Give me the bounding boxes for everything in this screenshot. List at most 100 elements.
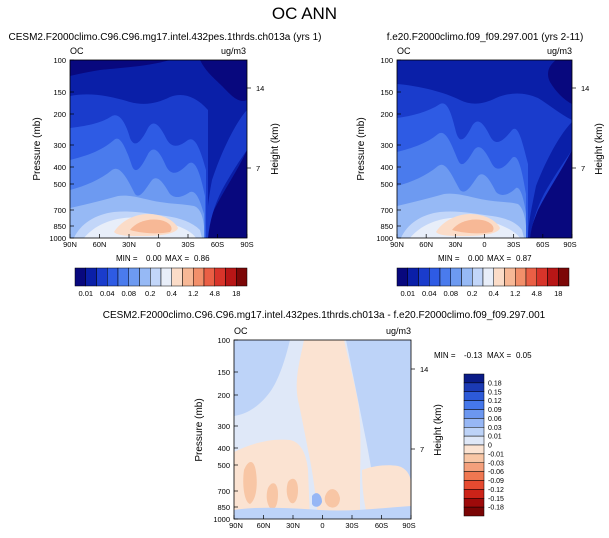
panel-3-fill-4: [296, 340, 361, 519]
colorbar-box: [117, 267, 129, 287]
panel-2-fill-13: [528, 122, 572, 238]
colorbar-box: [558, 267, 570, 287]
colorbar-box: [74, 267, 86, 287]
colorbar-box: [463, 400, 485, 410]
panel-1-stats: MIN = 0.00 MAX = 0.86: [116, 254, 210, 263]
colorbar-box: [463, 498, 485, 508]
panel-1-ytick-label: 100: [53, 56, 66, 65]
colorbar-box: [463, 435, 485, 446]
panel-1-ytick-label: 700: [53, 206, 66, 215]
panel-1-ytick-label: 850: [53, 222, 66, 231]
panel-3-colorbar-label: -0.03: [488, 460, 504, 467]
panel-2-xtick-label: 60N: [419, 240, 433, 249]
panel-3-ytick-label: 400: [217, 444, 230, 453]
panel-1-colorbar-label: 4.8: [210, 289, 220, 298]
panel-3-xtick-label: 60N: [257, 521, 271, 530]
colorbar-box: [463, 489, 485, 499]
colorbar-box: [463, 418, 485, 428]
panel-1-ytick-label: 300: [53, 141, 66, 150]
panel-3-ytick-label: 700: [217, 487, 230, 496]
panel-3-fill-8: [266, 483, 278, 510]
panel-3-ytick-label: 200: [217, 391, 230, 400]
panel-3-fill-2: [234, 340, 290, 416]
panel-1-min-label: MIN =: [116, 254, 138, 263]
panel-3-fill-6: [362, 465, 411, 519]
panel-1: CESM2.F2000climo.C96.C96.mg17.intel.432p…: [9, 32, 322, 298]
figure-title: OC ANN: [272, 4, 337, 23]
panel-3-xtick-label: 30N: [286, 521, 300, 530]
panel-1-colorbar-label: 1.2: [188, 289, 198, 298]
colorbar-box: [461, 267, 473, 287]
panel-1-colorbar-labels: 0.01 0.04 0.08 0.2 0.4 1.2 4.8 18: [78, 289, 240, 298]
colorbar-box: [463, 462, 485, 472]
panel-3-xtick-label: 60S: [375, 521, 388, 530]
panel-1-fill-11: [200, 60, 247, 101]
colorbar-box: [515, 267, 527, 287]
panel-3-colorbar-boxes: [463, 373, 485, 517]
colorbar-box: [171, 267, 183, 287]
colorbar-box: [96, 267, 108, 287]
panel-2-colorbar-label: 1.2: [510, 289, 520, 298]
panel-1-title: CESM2.F2000climo.C96.C96.mg17.intel.432p…: [9, 32, 322, 43]
panel-3-xtick-labels: 90N 60N 30N 0 30S 60S 90S: [229, 521, 416, 530]
panel-2-y2tick-label: 7: [581, 164, 585, 173]
colorbar-box: [463, 453, 485, 463]
panel-3-colorbar-label: 0: [488, 443, 492, 450]
panel-1-xtick-label: 0: [156, 240, 160, 249]
panel-2-colorbar-boxes: [396, 267, 570, 287]
colorbar-box: [418, 267, 430, 287]
panel-1-plot: [69, 59, 248, 239]
panel-2: f.e20.F2000climo.f09_f09.297.001 (yrs 2-…: [356, 32, 605, 298]
panel-1-y2tick-label: 7: [256, 164, 260, 173]
panel-2-fill-12: [530, 150, 572, 238]
panel-3-colorbar-label: 0.01: [488, 434, 502, 441]
panel-2-axis-ticks: [396, 59, 576, 239]
panel-1-colorbar: 0.01 0.04 0.08 0.2 0.4 1.2 4.8 18: [74, 267, 248, 298]
panel-3-colorbar-label: 0.15: [488, 389, 502, 396]
panel-2-xtick-label: 90N: [390, 240, 404, 249]
panel-3-plot: [233, 339, 412, 520]
panel-3-colorbar-label: 0.12: [488, 398, 502, 405]
colorbar-box: [225, 267, 237, 287]
panel-3-xtick-label: 0: [320, 521, 324, 530]
colorbar-box: [463, 409, 485, 419]
panel-3-ytick-label: 1000: [213, 515, 230, 524]
panel-1-y2tick-label: 14: [256, 84, 264, 93]
panel-3-fill-11: [312, 493, 322, 507]
panel-1-y2tick-labels: 14 7: [256, 84, 264, 173]
colorbar-box: [472, 267, 484, 287]
panel-2-xtick-label: 90S: [563, 240, 576, 249]
colorbar-box: [450, 267, 462, 287]
panel-3-axis-ticks: [233, 339, 415, 520]
panel-1-xtick-label: 30N: [122, 240, 136, 249]
panel-1-xtick-label: 30S: [181, 240, 194, 249]
panel-2-fill-10: [452, 219, 494, 234]
panel-2-min-value: 0.00: [468, 254, 484, 263]
panel-1-colorbar-label: 0.08: [121, 289, 136, 298]
colorbar-box: [214, 267, 226, 287]
panel-2-y2tick-labels: 14 7: [581, 84, 589, 173]
panel-1-min-value: 0.00: [146, 254, 162, 263]
panel-1-colorbar-label: 0.2: [145, 289, 155, 298]
colorbar-box: [236, 267, 248, 287]
panel-1-ytick-label: 400: [53, 163, 66, 172]
panel-1-y2label: Height (km): [270, 123, 281, 175]
panel-2-fill-11: [548, 60, 572, 104]
colorbar-box: [482, 267, 494, 287]
panel-2-y2tick-label: 14: [581, 84, 589, 93]
panel-3-ytick-label: 100: [217, 336, 230, 345]
panel-3-colorbar-label: -0.18: [488, 505, 504, 512]
panel-2-max-label: MAX =: [487, 254, 512, 263]
panel-2-ytick-label: 200: [380, 110, 393, 119]
panel-2-colorbar-label: 4.8: [532, 289, 542, 298]
panel-2-title: f.e20.F2000climo.f09_f09.297.001 (yrs 2-…: [387, 32, 584, 43]
panel-3-ytick-label: 150: [217, 368, 230, 377]
panel-3-fill-9: [286, 478, 298, 504]
colorbar-box: [504, 267, 516, 287]
colorbar-box: [463, 480, 485, 490]
panel-1-fill-13: [206, 110, 247, 238]
panel-2-ytick-label: 1000: [376, 234, 393, 243]
panel-1-xtick-label: 60S: [211, 240, 224, 249]
panel-1-colorbar-label: 0.4: [167, 289, 177, 298]
panel-3-y2tick-label: 7: [420, 445, 424, 454]
